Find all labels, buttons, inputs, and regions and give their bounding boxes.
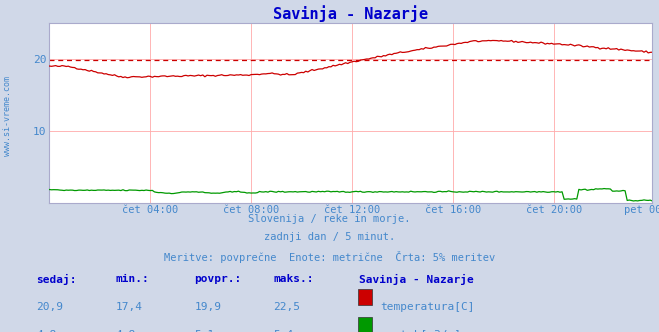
Text: Meritve: povprečne  Enote: metrične  Črta: 5% meritev: Meritve: povprečne Enote: metrične Črta:… — [164, 251, 495, 263]
Text: 5,4: 5,4 — [273, 330, 294, 332]
Text: pretok[m3/s]: pretok[m3/s] — [380, 330, 461, 332]
Text: povpr.:: povpr.: — [194, 274, 242, 284]
Text: Savinja - Nazarje: Savinja - Nazarje — [359, 274, 474, 285]
Text: 20,9: 20,9 — [36, 302, 63, 312]
Text: min.:: min.: — [115, 274, 149, 284]
Text: temperatura[C]: temperatura[C] — [380, 302, 474, 312]
Text: 17,4: 17,4 — [115, 302, 142, 312]
Text: zadnji dan / 5 minut.: zadnji dan / 5 minut. — [264, 232, 395, 242]
Text: www.si-vreme.com: www.si-vreme.com — [3, 76, 13, 156]
Title: Savinja - Nazarje: Savinja - Nazarje — [273, 5, 428, 22]
Text: 4,8: 4,8 — [115, 330, 136, 332]
Text: 4,8: 4,8 — [36, 330, 57, 332]
Text: 5,1: 5,1 — [194, 330, 215, 332]
Text: sedaj:: sedaj: — [36, 274, 76, 285]
Text: maks.:: maks.: — [273, 274, 314, 284]
Text: 19,9: 19,9 — [194, 302, 221, 312]
Text: 22,5: 22,5 — [273, 302, 301, 312]
Text: Slovenija / reke in morje.: Slovenija / reke in morje. — [248, 214, 411, 224]
